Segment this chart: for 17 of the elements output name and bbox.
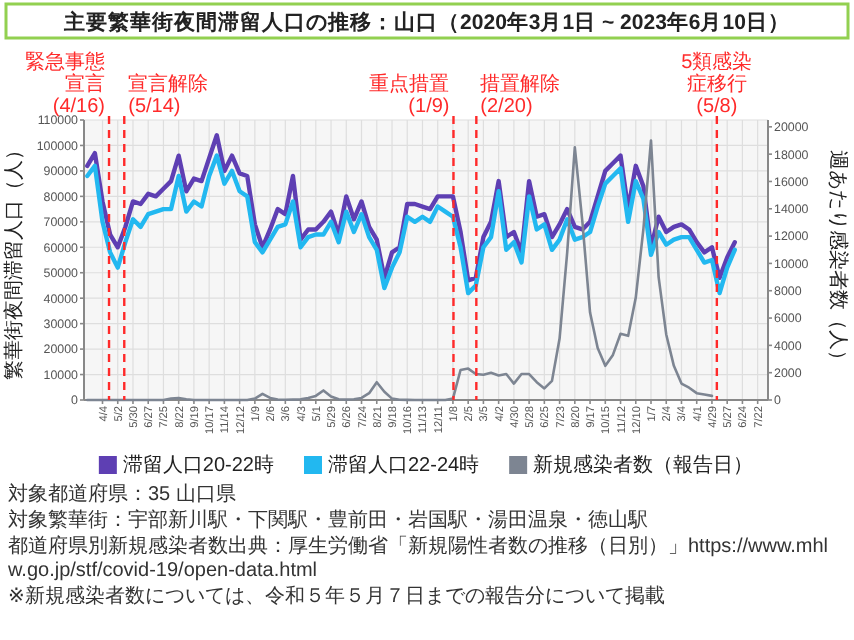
legend-label: 滞留人口20-22時 (122, 453, 274, 477)
y2-axis-title: 週あたり感染者数（人） (826, 150, 850, 370)
ref-line-label: 宣言解除(5/14) (128, 72, 209, 118)
line-series (85, 133, 737, 283)
ref-line-label: 5類感染症移行(5/8) (681, 50, 753, 118)
legend-label: 滞留人口22-24時 (328, 453, 480, 477)
ref-line-label: 重点措置(1/9) (369, 72, 450, 118)
y-axis-title: 繁華街夜間滞留人口（人） (2, 140, 26, 380)
text: 対象繁華街：宇部新川駅・下関駅・豊前田・岩国駅・湯田温泉・徳山駅 (8, 508, 648, 532)
legend-label: 新規感染者数（報告日） (533, 453, 754, 477)
text: 対象都道府県：35 山口県 (8, 482, 236, 506)
ref-line-label: 緊急事態宣言(4/16) (25, 50, 106, 118)
chart-title: 主要繁華街夜間滞留人口の推移：山口（2020年3月1日 ~ 2023年6月10日） (62, 9, 790, 35)
text: ※新規感染者数については、令和５年５月７日までの報告分について掲載 (8, 584, 665, 608)
ref-line-label: 措置解除(2/20) (480, 72, 561, 118)
line-series (85, 153, 737, 296)
text: 都道府県別新規感染者数出典：厚生労働省「新規陽性者数の推移（日別）」https://www.mhlw.go.jp/stf/covid-19/open-data.html (6, 534, 829, 582)
